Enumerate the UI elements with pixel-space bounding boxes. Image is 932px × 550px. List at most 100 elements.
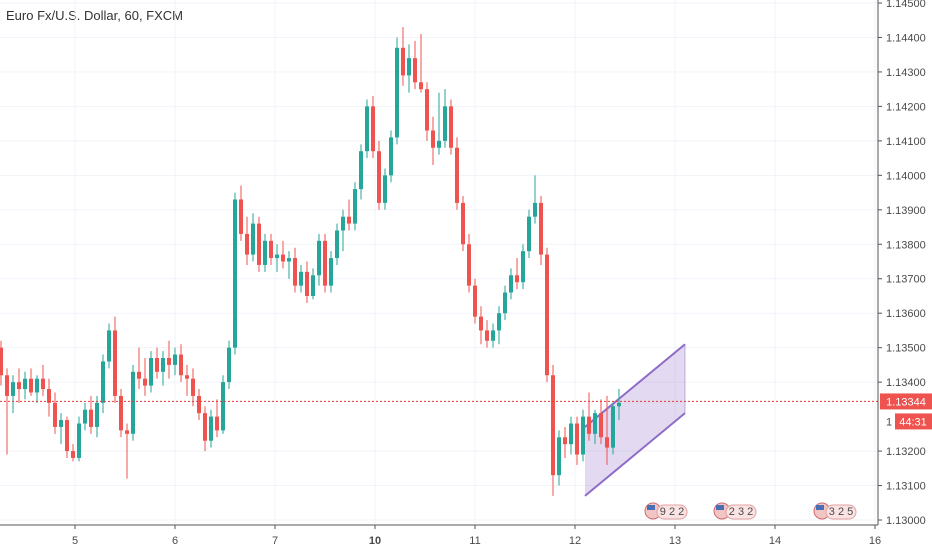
economic-event[interactable]: 3 2 5: [813, 502, 857, 520]
chart-grid: [0, 0, 878, 525]
candle-down: [413, 58, 417, 83]
candle-down: [17, 382, 21, 390]
candle-down: [281, 254, 285, 262]
candle-up: [359, 151, 363, 190]
candle-up: [227, 347, 231, 383]
candle-down: [197, 395, 201, 414]
candle-up: [59, 420, 63, 427]
candle-down: [599, 413, 603, 438]
candle-down: [5, 375, 9, 396]
channel-lower-line[interactable]: [584, 412, 686, 497]
candle-up: [287, 258, 291, 262]
candle-down: [479, 316, 483, 331]
candle-up: [581, 416, 585, 455]
x-tick-label: 7: [272, 535, 278, 547]
x-tick-label: 10: [369, 535, 381, 547]
candle-down: [215, 416, 219, 431]
candle-down: [89, 409, 93, 427]
economic-event[interactable]: 2 3 2: [713, 502, 757, 520]
y-tick-label: 1.13600: [886, 308, 926, 320]
candle-up: [617, 402, 621, 407]
candle-up: [389, 137, 393, 176]
candle-up: [101, 361, 105, 403]
candle-down: [257, 223, 261, 265]
candle-up: [593, 413, 597, 434]
candle-up: [521, 251, 525, 283]
candle-up: [173, 354, 177, 365]
candle-down: [605, 437, 609, 448]
candle-down: [0, 347, 3, 376]
countdown-label: 44:31: [899, 416, 927, 428]
y-tick-label: 1.13700: [886, 274, 926, 286]
candle-down: [185, 375, 189, 379]
candle-down: [551, 375, 555, 476]
candle-down: [71, 451, 75, 458]
candle-up: [275, 254, 279, 259]
event-label: 3 2 5: [829, 506, 853, 518]
y-tick-label: 1.14100: [886, 136, 926, 148]
price-tag: [880, 393, 932, 410]
candle-down: [473, 285, 477, 317]
candle-up: [407, 58, 411, 76]
candle-down: [485, 330, 489, 341]
candle-up: [209, 416, 213, 441]
candle-down: [239, 199, 243, 234]
price-tag-label: 1.13344: [886, 396, 926, 408]
candle-down: [137, 371, 141, 379]
x-tick-label: 12: [569, 535, 581, 547]
candle-down: [167, 358, 171, 365]
candle-up: [509, 275, 513, 293]
candle-up: [83, 409, 87, 424]
x-tick-label: 6: [172, 535, 178, 547]
candle-down: [179, 354, 183, 376]
candle-down: [461, 202, 465, 245]
candle-down: [515, 275, 519, 283]
candle-up: [23, 378, 27, 390]
candle-up: [533, 202, 537, 217]
candle-down: [401, 47, 405, 76]
event-badge: [725, 504, 757, 520]
candle-up: [527, 216, 531, 252]
candle-down: [191, 378, 195, 396]
y-tick-label: 1.13000: [886, 515, 926, 527]
event-badge: [656, 504, 688, 520]
y-tick-label: 1.14400: [886, 32, 926, 44]
candle-up: [77, 423, 81, 458]
candle-up: [317, 240, 321, 276]
event-badge: [825, 504, 857, 520]
candle-up: [311, 275, 315, 296]
candle-up: [263, 240, 267, 265]
candle-down: [65, 420, 69, 452]
event-label: 2 3 2: [729, 506, 753, 518]
candle-down: [293, 258, 297, 286]
candle-down: [449, 106, 453, 148]
countdown-prefix: 1: [886, 416, 892, 428]
candle-down: [539, 202, 543, 255]
candle-down: [377, 151, 381, 203]
y-tick-label: 1.13800: [886, 239, 926, 251]
candle-up: [353, 189, 357, 224]
y-tick-label: 1.13500: [886, 343, 926, 355]
candle-down: [47, 389, 51, 403]
candle-up: [233, 199, 237, 348]
candle-up: [329, 258, 333, 286]
candle-down: [269, 240, 273, 259]
candle-down: [29, 378, 33, 393]
candlestick-series: [0, 27, 621, 496]
candle-up: [161, 358, 165, 372]
candle-down: [125, 430, 129, 434]
candle-down: [347, 216, 351, 224]
x-tick-label: 16: [869, 535, 881, 547]
economic-event[interactable]: 9 2 2: [644, 502, 688, 520]
candle-down: [545, 254, 549, 376]
candle-down: [371, 106, 375, 152]
candle-up: [395, 47, 399, 138]
candle-down: [305, 271, 309, 296]
candle-down: [119, 395, 123, 431]
economic-events: 9 2 2 2 3 2 3 2 5: [644, 502, 857, 520]
candle-down: [113, 330, 117, 396]
candle-up: [341, 216, 345, 231]
y-tick-label: 1.13100: [886, 481, 926, 493]
candle-up: [611, 406, 615, 448]
